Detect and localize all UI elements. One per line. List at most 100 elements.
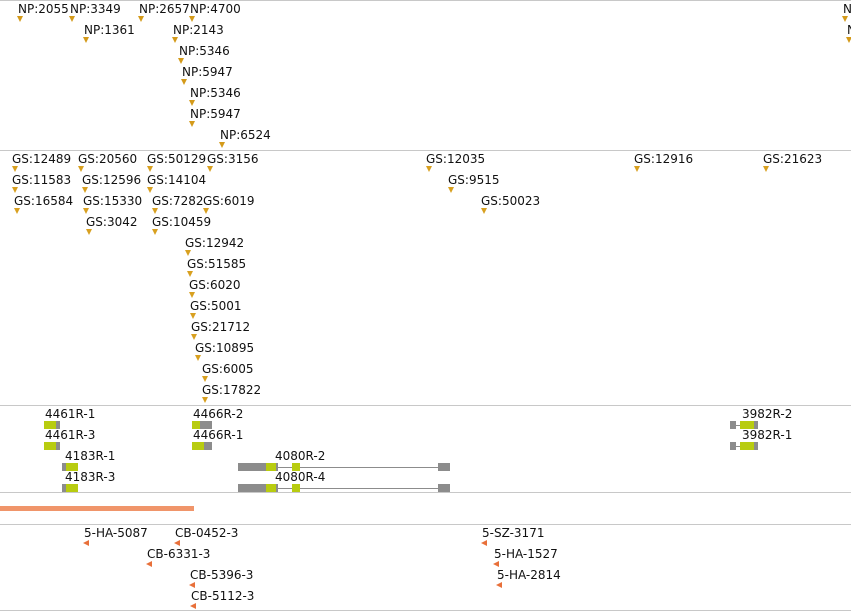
feature-marker-icon[interactable] xyxy=(448,187,454,193)
np-feature-label[interactable]: NP:5346 xyxy=(190,86,241,100)
feature-marker-icon[interactable] xyxy=(202,376,208,382)
gs-feature-label[interactable]: GS:5001 xyxy=(190,299,242,313)
np-feature-label[interactable]: NP:4700 xyxy=(190,2,241,16)
feature-marker-icon[interactable] xyxy=(203,208,209,214)
gs-feature-label[interactable]: GS:21623 xyxy=(763,152,823,166)
feature-marker-icon[interactable] xyxy=(83,37,89,43)
gene-label[interactable]: 3982R-1 xyxy=(742,428,793,442)
np-feature-label[interactable]: NP:1361 xyxy=(84,23,135,37)
gs-feature-label[interactable]: GS:14104 xyxy=(147,173,207,187)
gs-feature-label[interactable]: GS:3042 xyxy=(86,215,138,229)
np-feature-label-clipped[interactable]: N xyxy=(843,2,851,16)
feature-marker-icon[interactable] xyxy=(83,540,89,546)
feature-marker-icon[interactable] xyxy=(86,229,92,235)
gene-glyph[interactable] xyxy=(62,463,78,471)
feature-marker-icon[interactable] xyxy=(634,166,640,172)
gs-feature-label[interactable]: GS:12916 xyxy=(634,152,694,166)
np-feature-label[interactable]: NP:6524 xyxy=(220,128,271,142)
ha-feature-label[interactable]: 5-HA-2814 xyxy=(497,568,561,582)
np-feature-label[interactable]: NP:3349 xyxy=(70,2,121,16)
gs-feature-label[interactable]: GS:17822 xyxy=(202,383,262,397)
gs-feature-label[interactable]: GS:12035 xyxy=(426,152,486,166)
gs-feature-label[interactable]: GS:11583 xyxy=(12,173,72,187)
feature-marker-icon[interactable] xyxy=(189,16,195,22)
ha-feature-label[interactable]: 5-HA-1527 xyxy=(494,547,558,561)
feature-marker-icon[interactable] xyxy=(17,16,23,22)
feature-marker-icon[interactable] xyxy=(78,166,84,172)
gene-glyph[interactable] xyxy=(238,463,450,471)
feature-marker-icon[interactable] xyxy=(426,166,432,172)
gene-glyph[interactable] xyxy=(730,442,758,450)
np-feature-label-clipped[interactable]: N xyxy=(847,23,851,37)
feature-marker-icon[interactable] xyxy=(195,355,201,361)
feature-marker-icon[interactable] xyxy=(190,313,196,319)
ha-feature-label[interactable]: 5-SZ-3171 xyxy=(482,526,545,540)
feature-marker-icon[interactable] xyxy=(496,582,502,588)
feature-marker-icon[interactable] xyxy=(174,540,180,546)
feature-marker-icon[interactable] xyxy=(83,208,89,214)
feature-marker-icon[interactable] xyxy=(493,561,499,567)
ha-feature-label[interactable]: CB-0452-3 xyxy=(175,526,239,540)
gene-glyph[interactable] xyxy=(192,442,212,450)
gs-feature-label[interactable]: GS:50023 xyxy=(481,194,541,208)
feature-marker-icon[interactable] xyxy=(187,271,193,277)
ha-feature-label[interactable]: CB-6331-3 xyxy=(147,547,211,561)
gene-label[interactable]: 4080R-2 xyxy=(275,449,326,463)
gs-feature-label[interactable]: GS:51585 xyxy=(187,257,247,271)
feature-marker-icon[interactable] xyxy=(481,208,487,214)
feature-marker-icon[interactable] xyxy=(146,561,152,567)
gs-feature-label[interactable]: GS:10895 xyxy=(195,341,255,355)
gene-glyph[interactable] xyxy=(62,484,78,492)
gs-feature-label[interactable]: GS:16584 xyxy=(14,194,74,208)
gene-label[interactable]: 4183R-1 xyxy=(65,449,116,463)
feature-marker-icon[interactable] xyxy=(147,166,153,172)
gs-feature-label[interactable]: GS:10459 xyxy=(152,215,212,229)
feature-marker-icon[interactable] xyxy=(178,58,184,64)
np-feature-label[interactable]: NP:2143 xyxy=(173,23,224,37)
gene-label[interactable]: 4183R-3 xyxy=(65,470,116,484)
gene-label[interactable]: 4461R-1 xyxy=(45,407,96,421)
feature-marker-icon[interactable] xyxy=(69,16,75,22)
feature-marker-icon[interactable] xyxy=(172,37,178,43)
np-feature-label[interactable]: NP:2055 xyxy=(18,2,69,16)
gs-feature-label[interactable]: GS:21712 xyxy=(191,320,251,334)
feature-marker-icon[interactable] xyxy=(14,208,20,214)
feature-marker-icon[interactable] xyxy=(12,166,18,172)
gs-feature-label[interactable]: GS:12942 xyxy=(185,236,245,250)
highlight-region-bar[interactable] xyxy=(0,506,194,511)
gs-feature-label[interactable]: GS:12596 xyxy=(82,173,142,187)
feature-marker-icon[interactable] xyxy=(481,540,487,546)
feature-marker-icon[interactable] xyxy=(152,208,158,214)
gs-feature-label[interactable]: GS:15330 xyxy=(83,194,143,208)
feature-marker-icon[interactable] xyxy=(12,187,18,193)
feature-marker-icon[interactable] xyxy=(190,603,196,609)
ha-feature-label[interactable]: CB-5396-3 xyxy=(190,568,254,582)
feature-marker-icon[interactable] xyxy=(846,37,851,43)
feature-marker-icon[interactable] xyxy=(191,334,197,340)
gene-label[interactable]: 3982R-2 xyxy=(742,407,793,421)
feature-marker-icon[interactable] xyxy=(189,100,195,106)
gs-feature-label[interactable]: GS:50129 xyxy=(147,152,207,166)
feature-marker-icon[interactable] xyxy=(152,229,158,235)
feature-marker-icon[interactable] xyxy=(82,187,88,193)
np-feature-label[interactable]: NP:5346 xyxy=(179,44,230,58)
np-feature-label[interactable]: NP:2657 xyxy=(139,2,190,16)
gs-feature-label[interactable]: GS:6019 xyxy=(203,194,255,208)
gs-feature-label[interactable]: GS:12489 xyxy=(12,152,72,166)
gene-label[interactable]: 4466R-1 xyxy=(193,428,244,442)
gene-glyph[interactable] xyxy=(192,421,212,429)
gs-feature-label[interactable]: GS:7282 xyxy=(152,194,204,208)
np-feature-label[interactable]: NP:5947 xyxy=(190,107,241,121)
gene-glyph[interactable] xyxy=(238,484,450,492)
feature-marker-icon[interactable] xyxy=(189,582,195,588)
gene-label[interactable]: 4466R-2 xyxy=(193,407,244,421)
feature-marker-icon[interactable] xyxy=(189,121,195,127)
feature-marker-icon[interactable] xyxy=(202,397,208,403)
gs-feature-label[interactable]: GS:6020 xyxy=(189,278,241,292)
gene-glyph[interactable] xyxy=(44,442,60,450)
gs-feature-label[interactable]: GS:6005 xyxy=(202,362,254,376)
feature-marker-icon[interactable] xyxy=(842,16,848,22)
feature-marker-icon[interactable] xyxy=(185,250,191,256)
gene-glyph[interactable] xyxy=(44,421,60,429)
gene-label[interactable]: 4080R-4 xyxy=(275,470,326,484)
